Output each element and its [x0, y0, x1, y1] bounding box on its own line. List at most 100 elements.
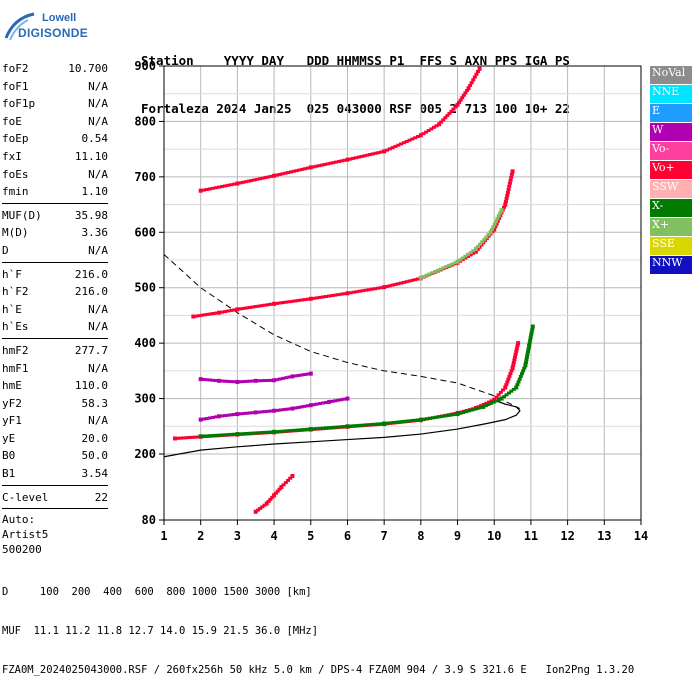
trace-segment — [262, 503, 267, 507]
param-yf1: yF1 N/A — [2, 412, 108, 430]
trace-segment — [201, 188, 206, 192]
trace-segment — [305, 166, 310, 170]
x-tick-label: 14 — [634, 529, 648, 543]
trace-point — [235, 379, 240, 384]
trace-segment — [275, 301, 280, 305]
trace-segment — [390, 283, 395, 287]
trace-segment — [452, 413, 457, 417]
trace-segment — [331, 161, 336, 165]
trace-segment — [238, 412, 243, 416]
trace-segment — [324, 400, 329, 404]
trace-point — [514, 385, 519, 390]
trace-segment — [514, 349, 519, 353]
param-value: 110.0 — [74, 379, 108, 393]
trace-segment — [522, 366, 527, 370]
trace-segment — [217, 433, 222, 437]
trace-segment — [529, 330, 534, 334]
trace-segment — [432, 270, 437, 274]
trace-point — [382, 285, 387, 290]
trace-segment — [376, 286, 381, 290]
trace-segment — [489, 401, 494, 405]
trace-segment — [339, 159, 344, 163]
trace-segment — [201, 434, 206, 438]
trace-segment — [320, 163, 325, 167]
trace-segment — [324, 426, 329, 430]
trace-segment — [311, 296, 316, 300]
chart-frame — [163, 65, 642, 521]
trace-segment — [464, 410, 469, 414]
trace-segment — [466, 409, 471, 413]
y-tick-label: 700 — [134, 170, 156, 184]
trace-segment — [255, 508, 260, 512]
trace-segment — [384, 148, 389, 152]
trace-segment — [299, 298, 304, 302]
trace-segment — [324, 294, 329, 298]
trace-point — [477, 66, 482, 71]
trace-segment — [369, 287, 374, 291]
param-m-d-: M(D) 3.36 — [2, 224, 108, 242]
trace-segment — [394, 420, 399, 424]
trace-segment — [445, 114, 450, 118]
trace-segment — [379, 286, 384, 290]
trace-point — [253, 378, 258, 383]
header-labels: Station YYYY DAY DDD HHMMSS P1 FFS S AXN… — [141, 53, 570, 68]
param-value: 20.0 — [81, 431, 109, 445]
trace-segment — [517, 377, 522, 381]
trace-segment — [384, 284, 389, 288]
trace-segment — [501, 388, 506, 392]
param-b1: B1 3.54 — [2, 465, 108, 483]
trace-segment — [283, 481, 288, 485]
trace-segment — [463, 256, 468, 260]
trace-segment — [290, 299, 295, 303]
trace-segment — [244, 379, 249, 383]
trace-segment — [229, 432, 234, 436]
legend-item-nnw: NNW — [650, 256, 692, 274]
divider — [2, 202, 108, 204]
param-value: 22 — [94, 490, 108, 504]
x-tick-label: 11 — [524, 529, 538, 543]
trace-segment — [357, 423, 362, 427]
trace-segment — [486, 400, 491, 404]
trace-point — [191, 314, 196, 319]
trace-segment — [284, 376, 289, 380]
trace-segment — [401, 280, 406, 284]
trace-segment — [342, 397, 347, 401]
trace-segment — [287, 300, 292, 304]
trace-point — [503, 202, 508, 207]
trace-point — [173, 436, 178, 441]
trace-segment — [296, 405, 301, 409]
param-ye: yE 20.0 — [2, 430, 108, 448]
param-name: foEp — [2, 132, 29, 146]
trace-segment — [504, 393, 509, 397]
trace-point — [198, 377, 203, 382]
trace-point — [272, 301, 277, 306]
trace-segment — [229, 413, 234, 417]
station-header: Station YYYY DAY DDD HHMMSS P1 FFS S AXN… — [141, 21, 570, 133]
trace-segment — [204, 378, 209, 382]
trace-segment — [409, 419, 414, 423]
param-fxi: fxI 11.10 — [2, 148, 108, 166]
trace-segment — [519, 372, 524, 376]
trace-segment — [496, 398, 501, 402]
trace-segment — [515, 383, 520, 387]
trace-segment — [410, 137, 415, 141]
trace-segment — [507, 184, 512, 188]
trace-segment — [348, 157, 353, 161]
trace-segment — [491, 225, 496, 229]
parameter-group-virtual-heights: h`F 216.0 h`F2 216.0 h`E N/A h`Es N/A — [2, 266, 108, 336]
param-hmf1: hmF1 N/A — [2, 360, 108, 378]
trace-segment — [460, 96, 465, 100]
trace-segment — [336, 293, 341, 297]
trace-segment — [247, 379, 252, 383]
trace-segment — [363, 423, 368, 427]
param-name: B0 — [2, 449, 16, 463]
trace-point — [308, 403, 313, 408]
trace-segment — [241, 432, 246, 436]
trace-point — [264, 501, 269, 506]
param-foep: foEp 0.54 — [2, 130, 108, 148]
trace-segment — [327, 294, 332, 298]
param-name: h`E — [2, 302, 22, 316]
param-value: N/A — [88, 79, 108, 93]
param-h-es: h`Es N/A — [2, 318, 108, 336]
trace-segment — [444, 265, 449, 269]
